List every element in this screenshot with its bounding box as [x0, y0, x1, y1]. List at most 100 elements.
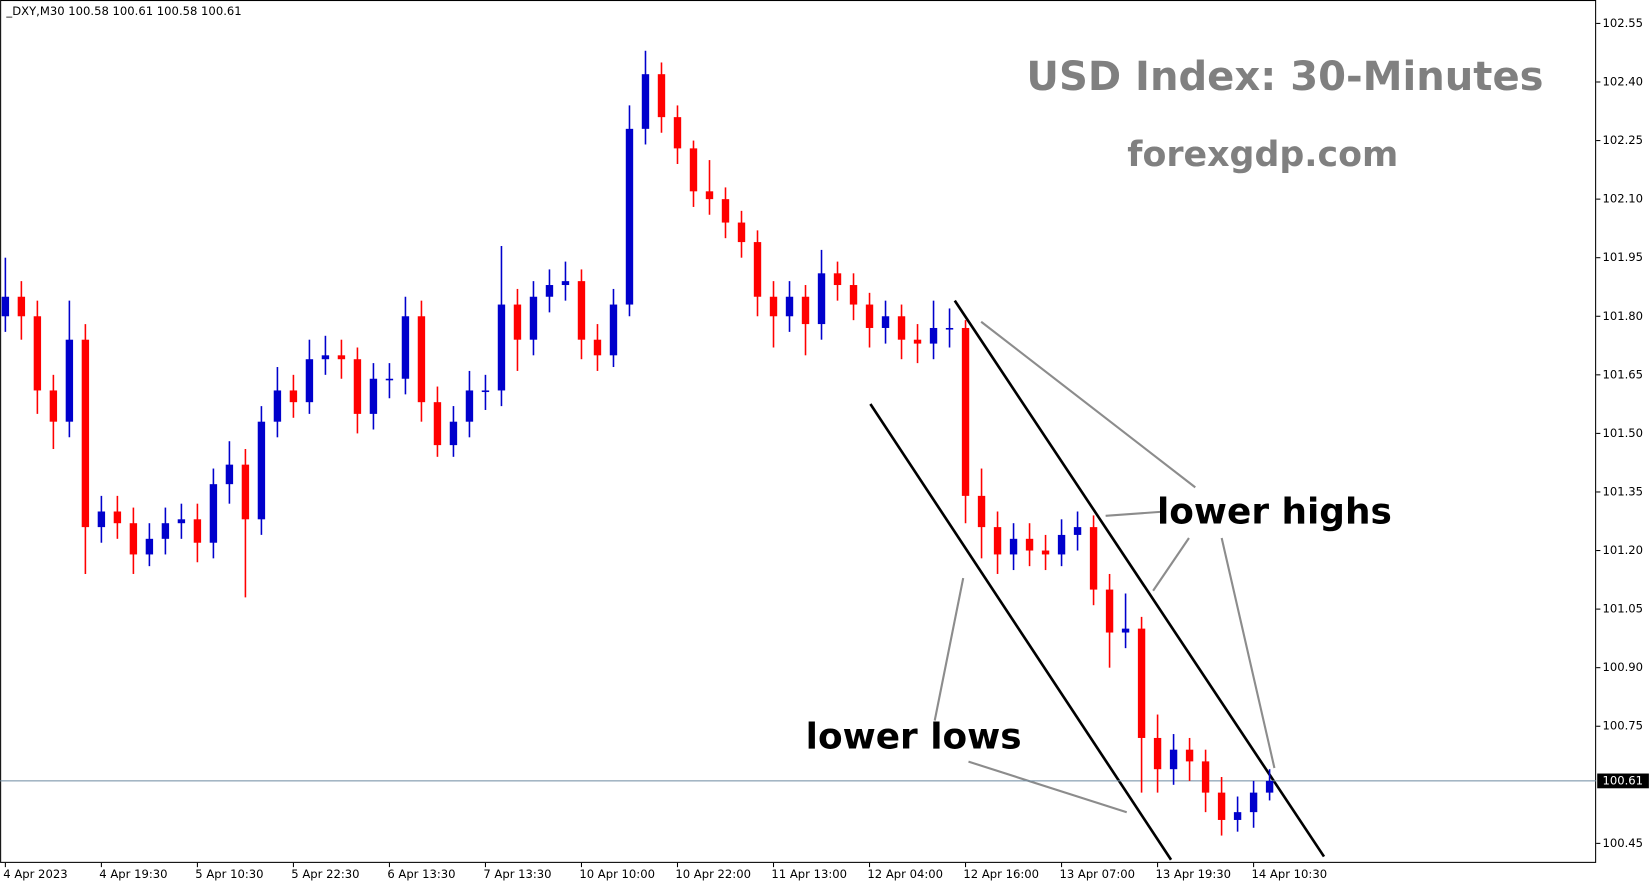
last-price-box: [1597, 773, 1649, 789]
last-price-label: 100.61: [1602, 773, 1643, 787]
candle-body: [705, 191, 714, 200]
candle-body: [465, 390, 474, 422]
y-tick-label: 101.05: [1602, 602, 1643, 616]
candle-body: [1137, 628, 1146, 738]
candle-body: [1265, 780, 1274, 793]
candle-body: [209, 484, 218, 543]
candle-body: [193, 519, 202, 543]
candle-body: [721, 199, 730, 223]
x-tick-label: 12 Apr 16:00: [963, 867, 1039, 881]
candle-body: [481, 390, 490, 393]
candle-body: [385, 378, 394, 381]
pointer-line: [968, 760, 1128, 814]
candle-body: [1, 296, 10, 317]
candle-body: [737, 222, 746, 243]
candle-body: [65, 339, 74, 422]
candle-body: [625, 128, 634, 305]
candle-body: [1089, 527, 1098, 590]
annotation: lower lows: [806, 716, 1022, 757]
x-tick-label: 10 Apr 10:00: [579, 867, 655, 881]
candle-body: [785, 296, 794, 317]
x-tick-label: 13 Apr 07:00: [1059, 867, 1135, 881]
x-tick-label: 5 Apr 10:30: [195, 867, 263, 881]
x-tick-label: 12 Apr 04:00: [867, 867, 943, 881]
candle-body: [753, 242, 762, 297]
candle-body: [1009, 538, 1018, 555]
candle-body: [1153, 737, 1162, 770]
candle-body: [353, 359, 362, 414]
channel-lower: [869, 403, 1173, 861]
candle-body: [1041, 550, 1050, 555]
candle-body: [417, 316, 426, 403]
candle-body: [817, 273, 826, 325]
candle-body: [433, 402, 442, 446]
plot-frame: [0, 0, 1597, 863]
candle-body: [657, 74, 666, 118]
candle-body: [177, 519, 186, 524]
x-tick-label: 11 Apr 13:00: [771, 867, 847, 881]
x-tick-label: 14 Apr 10:30: [1251, 867, 1327, 881]
candle-body: [945, 327, 954, 330]
y-tick-label: 101.35: [1602, 484, 1643, 498]
y-tick-label: 101.20: [1602, 543, 1643, 557]
candle-body: [833, 273, 842, 286]
candle-body: [577, 281, 586, 340]
y-tick-label: 100.75: [1602, 719, 1643, 733]
candle-body: [145, 538, 154, 555]
candle-body: [673, 117, 682, 149]
candle-body: [1185, 749, 1194, 762]
pointer-line: [933, 577, 965, 721]
candle-body: [1073, 527, 1082, 535]
candle-body: [129, 523, 138, 555]
x-tick-label: 7 Apr 13:30: [483, 867, 551, 881]
candle-body: [161, 523, 170, 539]
candle-body: [1217, 792, 1226, 820]
candle-body: [801, 296, 810, 325]
candle-body: [609, 304, 618, 356]
x-tick-label: 4 Apr 2023: [3, 867, 67, 881]
x-tick-label: 5 Apr 22:30: [291, 867, 359, 881]
candle-body: [337, 355, 346, 360]
pointer-line: [1220, 537, 1276, 769]
candle-body: [689, 148, 698, 192]
candle-body: [241, 464, 250, 520]
channel-upper: [953, 299, 1326, 858]
annotation: lower highs: [1157, 492, 1392, 533]
candle-body: [401, 316, 410, 379]
candle-body: [641, 74, 650, 129]
candle-body: [49, 390, 58, 422]
candle-body: [881, 316, 890, 328]
candle-body: [865, 304, 874, 328]
candle-body: [593, 339, 602, 356]
candle-body: [769, 296, 778, 317]
candle-body: [225, 464, 234, 485]
chart-title: USD Index: 30-Minutes: [1026, 54, 1543, 100]
chart-subtitle: forexgdp.com: [1127, 135, 1398, 175]
candle-body: [897, 316, 906, 340]
candle-body: [321, 355, 330, 360]
candle-body: [513, 304, 522, 340]
candle-body: [1201, 761, 1210, 793]
y-tick-label: 102.40: [1602, 74, 1643, 88]
candle-body: [849, 285, 858, 305]
y-tick-label: 102.10: [1602, 192, 1643, 206]
candle-body: [113, 511, 122, 524]
candle-body: [305, 359, 314, 403]
pointer-line: [1152, 537, 1190, 592]
y-tick-label: 102.55: [1602, 16, 1643, 30]
candle-body: [289, 390, 298, 403]
x-tick-label: 4 Apr 19:30: [99, 867, 167, 881]
y-tick-label: 100.45: [1602, 836, 1643, 850]
candle-body: [1233, 812, 1242, 820]
pointer-line: [1105, 510, 1164, 517]
candle-body: [369, 378, 378, 414]
pointer-line: [980, 320, 1196, 489]
candle-body: [977, 495, 986, 528]
candle-body: [1105, 589, 1114, 633]
candle-body: [273, 390, 282, 422]
candle-body: [1249, 792, 1258, 813]
candle-body: [929, 327, 938, 344]
y-tick-label: 101.50: [1602, 426, 1643, 440]
